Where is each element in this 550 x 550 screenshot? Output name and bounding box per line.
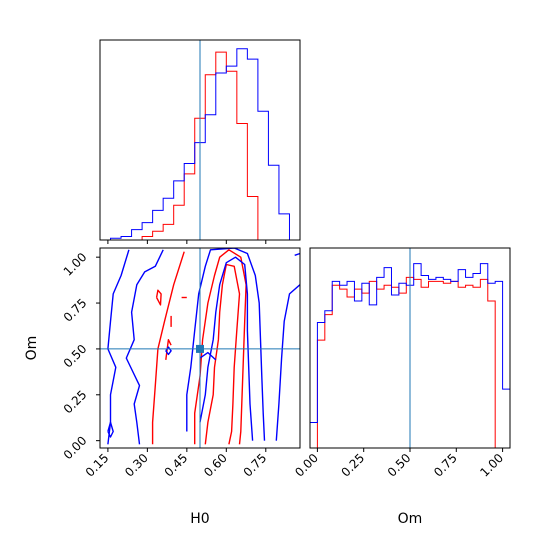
x-tick-label-2-1: 0.30 [122, 451, 151, 480]
y-tick-label-0: 0.00 [61, 433, 90, 462]
h0-hist-frame [99, 39, 301, 241]
contour-1-7 [199, 351, 217, 361]
contour-1-2 [275, 284, 300, 441]
contour-1-3 [125, 249, 164, 445]
contour-1-5 [107, 421, 114, 438]
contour-1-6 [165, 346, 172, 356]
x-tick-label-1-4: 1.00 [477, 451, 506, 480]
y-tick-label-4: 1.00 [61, 250, 90, 279]
contour-1-8 [294, 252, 300, 256]
contour-1-1 [186, 248, 266, 441]
contour-xlabel: H0 [190, 511, 209, 527]
x-tick-label-1-0: 0.00 [292, 451, 321, 480]
x-tick-label-2-4: 0.75 [241, 451, 270, 480]
y-tick-label-1: 0.25 [61, 388, 90, 417]
contour-frame [99, 247, 301, 449]
y-tick-label-3: 0.75 [61, 296, 90, 325]
contour-1-0 [199, 256, 254, 441]
x-tick-label-1-2: 0.50 [385, 451, 414, 480]
x-tick-label-2-2: 0.45 [162, 451, 191, 480]
x-tick-label-2-0: 0.15 [83, 451, 112, 480]
contour-1-4 [107, 249, 130, 445]
x-tick-label-1-1: 0.25 [338, 451, 367, 480]
x-tick-label-1-3: 0.75 [431, 451, 460, 480]
truth-marker [196, 344, 204, 353]
x-tick-label-2-3: 0.60 [201, 451, 230, 480]
y-tick-label-2: 0.50 [61, 342, 90, 371]
contour-0-1 [194, 249, 247, 445]
contour-ylabel: Om [24, 336, 40, 361]
h0-om-contour [100, 248, 300, 448]
contour-0-3 [155, 289, 162, 306]
om-hist-xlabel: Om [398, 511, 423, 527]
